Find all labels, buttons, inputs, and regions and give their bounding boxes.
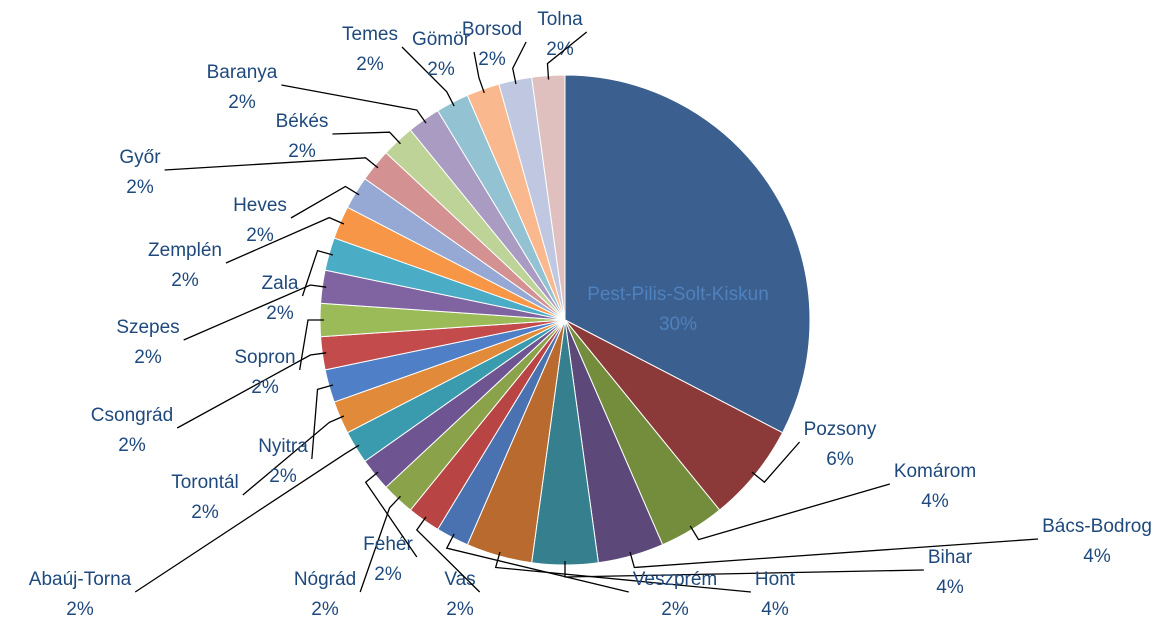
slice-value-label: 4% bbox=[1083, 546, 1111, 567]
slice-label: Fehér bbox=[363, 534, 413, 555]
leader-line bbox=[512, 41, 527, 85]
slice-value-label: 2% bbox=[251, 377, 279, 398]
slice-value-label: 2% bbox=[118, 435, 146, 456]
slice-label: Abaúj-Torna bbox=[29, 569, 132, 590]
leader-line bbox=[564, 561, 924, 578]
leader-line bbox=[546, 31, 588, 80]
slice-label: Zemplén bbox=[148, 240, 222, 261]
slice-value-label: 2% bbox=[246, 225, 274, 246]
slice-label: Szepes bbox=[116, 317, 179, 338]
leader-line bbox=[164, 157, 379, 171]
slice-value-label: 2% bbox=[478, 49, 506, 70]
leader-line bbox=[689, 483, 891, 541]
slice-value-label: 6% bbox=[826, 449, 854, 470]
slice-value-label: 4% bbox=[761, 599, 789, 619]
slice-value-label: 2% bbox=[374, 564, 402, 585]
slice-label: Győr bbox=[119, 147, 161, 168]
slice-value-label: 2% bbox=[191, 502, 219, 523]
slice-label: Csongrád bbox=[91, 405, 173, 426]
slice-value-label: 2% bbox=[661, 599, 689, 619]
slice-label: Nógrád bbox=[294, 569, 356, 590]
slice-value-label: 2% bbox=[288, 141, 316, 162]
slice-label: Borsod bbox=[462, 19, 522, 40]
slice-value-label: 2% bbox=[269, 466, 297, 487]
slice-label: Torontál bbox=[171, 472, 239, 493]
slice-label: Zala bbox=[262, 273, 299, 294]
slice-value-label: 2% bbox=[311, 599, 339, 619]
leader-line bbox=[359, 495, 401, 593]
leader-line bbox=[494, 551, 751, 593]
slice-value-label: 2% bbox=[126, 177, 154, 198]
pie-slice bbox=[564, 74, 811, 434]
leader-line bbox=[290, 185, 360, 219]
slice-label: Temes bbox=[342, 24, 398, 45]
slice-label: Veszprém bbox=[633, 569, 717, 590]
leader-line bbox=[242, 415, 345, 496]
leader-line bbox=[401, 46, 455, 107]
leader-line bbox=[225, 216, 345, 264]
leader-line bbox=[176, 352, 327, 429]
slice-label: Komárom bbox=[894, 461, 976, 482]
leader-line bbox=[281, 84, 427, 124]
slice-value-label: 4% bbox=[921, 491, 949, 512]
leader-line bbox=[301, 249, 334, 297]
slice-label: Sopron bbox=[234, 347, 295, 368]
slice-label: Hont bbox=[755, 569, 796, 590]
slice-label: Pozsony bbox=[804, 419, 877, 440]
slice-value-label: 2% bbox=[171, 270, 199, 291]
slice-label: Nyitra bbox=[258, 436, 308, 457]
slice-label: Tolna bbox=[537, 9, 583, 30]
slice-label: Baranya bbox=[207, 62, 278, 83]
slice-label: Pest-Pilis-Solt-Kiskun bbox=[587, 284, 769, 305]
slice-label: Vas bbox=[444, 569, 475, 590]
slice-label: Heves bbox=[233, 195, 287, 216]
leader-line bbox=[298, 319, 324, 371]
leader-line bbox=[183, 284, 327, 341]
slice-label: Bács-Bodrog bbox=[1042, 516, 1152, 537]
leader-line bbox=[415, 516, 481, 593]
slice-value-label: 2% bbox=[356, 54, 384, 75]
slice-label: Békés bbox=[276, 111, 329, 132]
leader-line bbox=[364, 471, 418, 558]
leader-line bbox=[445, 533, 629, 593]
slice-value-label: 2% bbox=[228, 92, 256, 113]
leader-line bbox=[629, 538, 1039, 569]
slice-label: Gömör bbox=[412, 29, 471, 50]
slice-value-label: 2% bbox=[546, 39, 574, 60]
leader-line bbox=[332, 131, 401, 145]
slice-value-label: 2% bbox=[266, 303, 294, 324]
slice-value-label: 2% bbox=[66, 599, 94, 619]
slice-value-label: 4% bbox=[936, 577, 964, 598]
slice-label: Bihar bbox=[928, 547, 973, 568]
leader-line bbox=[473, 51, 485, 94]
leader-line bbox=[751, 441, 801, 484]
slice-value-label: 2% bbox=[134, 347, 162, 368]
slice-value-label: 2% bbox=[427, 59, 455, 80]
leader-line bbox=[311, 384, 334, 460]
leader-line bbox=[134, 444, 360, 593]
slice-value-label: 2% bbox=[446, 599, 474, 619]
slice-value-label: 30% bbox=[659, 314, 697, 335]
